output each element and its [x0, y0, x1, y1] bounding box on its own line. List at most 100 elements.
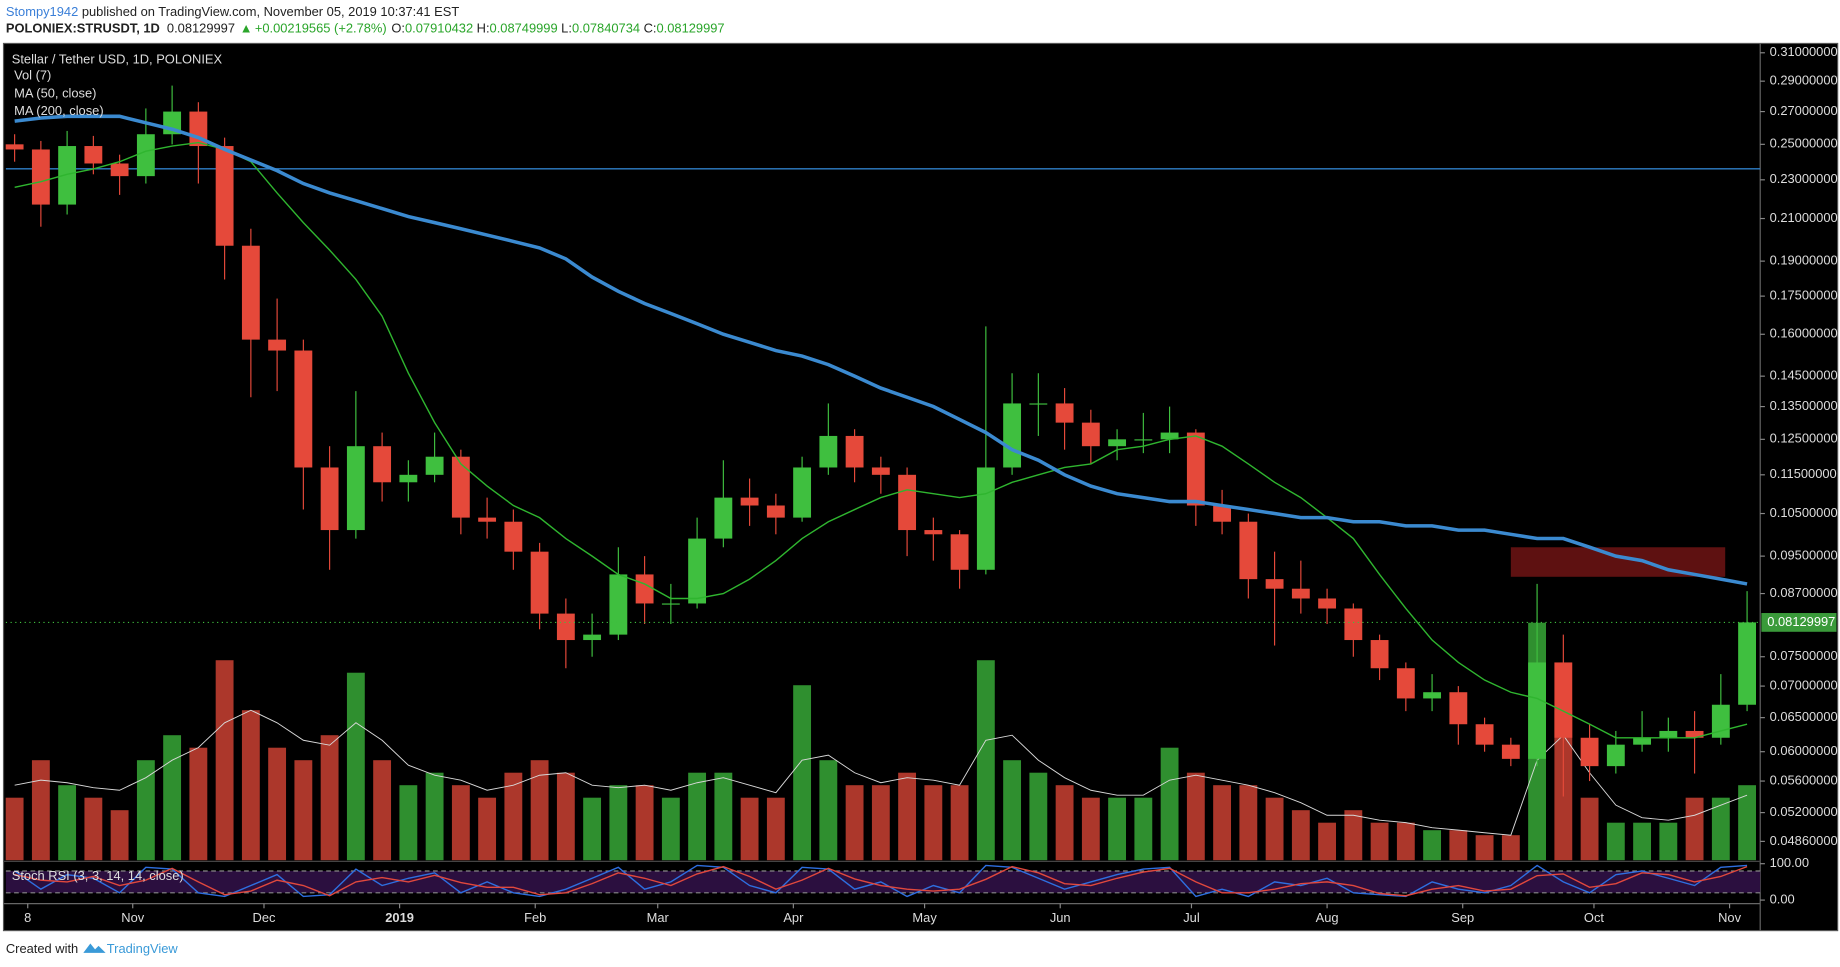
candle-body [924, 530, 943, 535]
candle-body [793, 467, 812, 518]
legend-ma200: MA (200, close) [14, 103, 104, 118]
y-tick-label: 0.09500000 [1770, 548, 1838, 563]
volume-bar [346, 672, 365, 861]
candle-body [976, 467, 995, 570]
candle-body [31, 149, 50, 205]
candle-body [1370, 640, 1389, 669]
logo [83, 943, 106, 953]
volume-bar [1029, 772, 1048, 861]
volume-bar [1344, 810, 1363, 861]
volume-bar [871, 785, 890, 861]
candle-body [1475, 724, 1494, 745]
x-tick-label: May [912, 910, 937, 925]
published: published on TradingView.com, November 0… [82, 4, 460, 19]
volume-bar [1108, 797, 1127, 861]
volume-bar [530, 760, 549, 861]
candle-body [346, 446, 365, 531]
y-tick-label: 0.05600000 [1770, 772, 1838, 787]
legend-stoch: Stoch RSI (3, 3, 14, 14, close) [12, 868, 184, 883]
volume-bar [1160, 747, 1179, 861]
x-tick-label: Oct [1584, 910, 1604, 925]
volume-bar [1423, 830, 1442, 861]
candle-body [110, 163, 129, 177]
volume-bar [425, 772, 444, 861]
volume-bar [215, 660, 234, 861]
volume-bar [976, 660, 995, 861]
candle-body [294, 350, 313, 468]
candle-body [504, 521, 523, 552]
header-line: Stompy1942 published on TradingView.com,… [6, 4, 460, 19]
candle-body [1528, 662, 1547, 759]
candle-body [84, 146, 103, 164]
l-label: L: [561, 21, 572, 36]
volume-bar [1606, 822, 1625, 861]
y-tick-label: 0.11500000 [1770, 466, 1837, 481]
footer-brand[interactable]: TradingView [107, 941, 179, 956]
x-tick-label: 8 [24, 910, 31, 925]
candle-body [1003, 403, 1022, 468]
candle-body [635, 574, 654, 604]
candle-body [661, 603, 680, 605]
candle-body [320, 467, 339, 531]
candle-body [898, 474, 917, 531]
volume-bar [58, 785, 77, 861]
volume-bar [1055, 785, 1074, 861]
volume-bar [819, 760, 838, 861]
volume-bar [1370, 822, 1389, 861]
candle-body [1449, 692, 1468, 725]
legend-ma50: MA (50, close) [14, 85, 96, 100]
candle-body [1738, 622, 1757, 705]
candle-body [136, 134, 155, 177]
y-tick-label: 0.23000000 [1770, 171, 1838, 186]
y-tick-label: 0.16000000 [1770, 326, 1838, 341]
y-tick-label: 0.07000000 [1770, 678, 1838, 693]
y-tick-label: 0.04860000 [1770, 833, 1838, 848]
candle-body [478, 517, 497, 522]
candle-body [1265, 579, 1284, 589]
y-tick-label: 0.10500000 [1770, 505, 1838, 520]
volume-bar [451, 785, 470, 861]
zone [1510, 547, 1726, 577]
c: 0.08129997 [656, 21, 724, 36]
candle-body [1396, 668, 1415, 699]
candle-body [1186, 432, 1205, 506]
stoch-tick-label: 100.00 [1770, 855, 1809, 870]
candle-body [1318, 598, 1337, 609]
candle-body [688, 538, 707, 604]
volume-bar [1396, 822, 1415, 861]
volume-bar [1449, 830, 1468, 861]
candle-body [1659, 730, 1678, 738]
candle-body [268, 339, 287, 351]
price-label-box [1761, 613, 1837, 632]
volume-bar [1580, 797, 1599, 861]
volume-bar [1633, 822, 1652, 861]
author[interactable]: Stompy1942 [6, 4, 78, 19]
legend-volume: Vol (7) [14, 68, 51, 83]
x-tick-label: Feb [524, 910, 546, 925]
volume-bar [320, 735, 339, 861]
candle-body [1213, 505, 1232, 522]
y-tick-label: 0.31000000 [1770, 44, 1838, 59]
volume-bar [268, 747, 287, 861]
y-tick-label: 0.17500000 [1770, 288, 1838, 303]
volume-bar [1738, 785, 1757, 861]
volume-ma [14, 709, 1748, 836]
legend-title: Stellar / Tether USD, 1D, POLONIEX [12, 51, 223, 66]
candle-body [609, 574, 628, 635]
volume-bar [609, 785, 628, 861]
volume-bar [583, 797, 602, 861]
candle-body [425, 456, 444, 475]
volume-bar [504, 772, 523, 861]
x-tick-label: Apr [783, 910, 804, 925]
candle-body [1606, 744, 1625, 767]
plot [5, 85, 1761, 898]
x-tick-label: 2019 [385, 910, 414, 925]
candle-body [215, 146, 234, 246]
volume-bar [1291, 810, 1310, 861]
symbol-line: POLONIEX:STRUSDT, 1D 0.08129997 ▲ +0.002195… [6, 21, 725, 36]
candle-body [1344, 608, 1363, 641]
x-tick-label: Nov [121, 910, 144, 925]
volume-bar [1213, 785, 1232, 861]
volume-bar [714, 772, 733, 861]
